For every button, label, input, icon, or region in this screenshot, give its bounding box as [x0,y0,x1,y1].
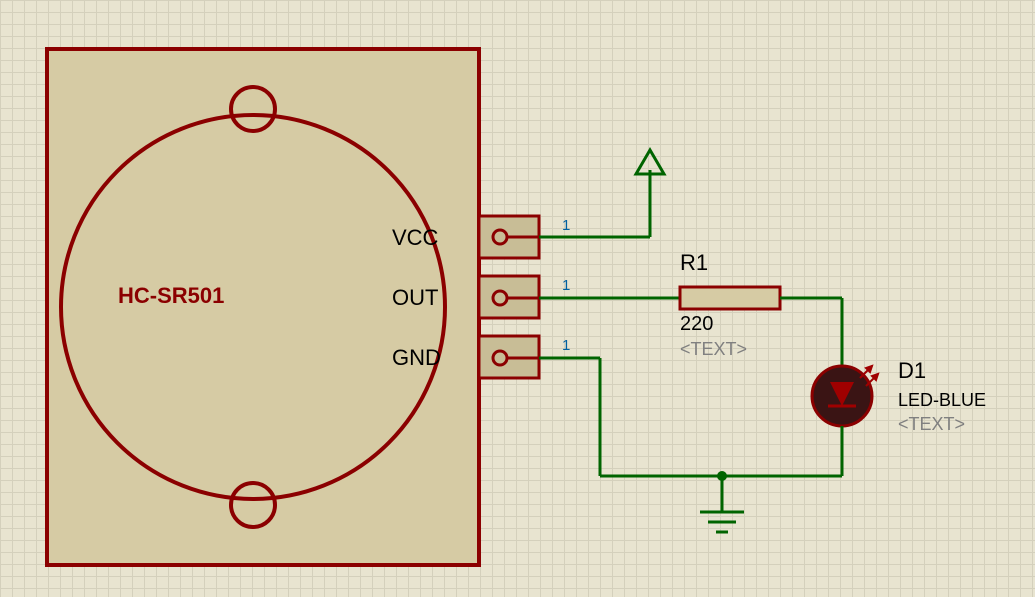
pin-num-gnd: 1 [562,337,570,354]
power-symbol [636,150,664,237]
pin-pad-gnd [479,336,539,378]
pin-label-gnd: GND [392,345,441,370]
ground-net [600,358,842,532]
pin-num-out: 1 [562,277,570,294]
module-hc-sr501: HC-SR501 VCC OUT GND 1 1 1 [47,49,570,565]
pin-label-vcc: VCC [392,225,439,250]
schematic-svg: HC-SR501 VCC OUT GND 1 1 1 [0,0,1035,597]
module-name-label: HC-SR501 [118,283,224,308]
resistor-text-placeholder: <TEXT> [680,339,747,359]
resistor-r1: R1 220 <TEXT> [680,250,780,359]
resistor-ref: R1 [680,250,708,275]
pin-label-out: OUT [392,285,438,310]
pin-pad-out [479,276,539,318]
led-ref: D1 [898,358,926,383]
resistor-value: 220 [680,313,713,335]
led-d1: D1 LED-BLUE <TEXT> [812,298,986,476]
pin-pad-vcc [479,216,539,258]
led-value: LED-BLUE [898,390,986,410]
led-text-placeholder: <TEXT> [898,414,965,434]
pin-num-vcc: 1 [562,217,570,234]
